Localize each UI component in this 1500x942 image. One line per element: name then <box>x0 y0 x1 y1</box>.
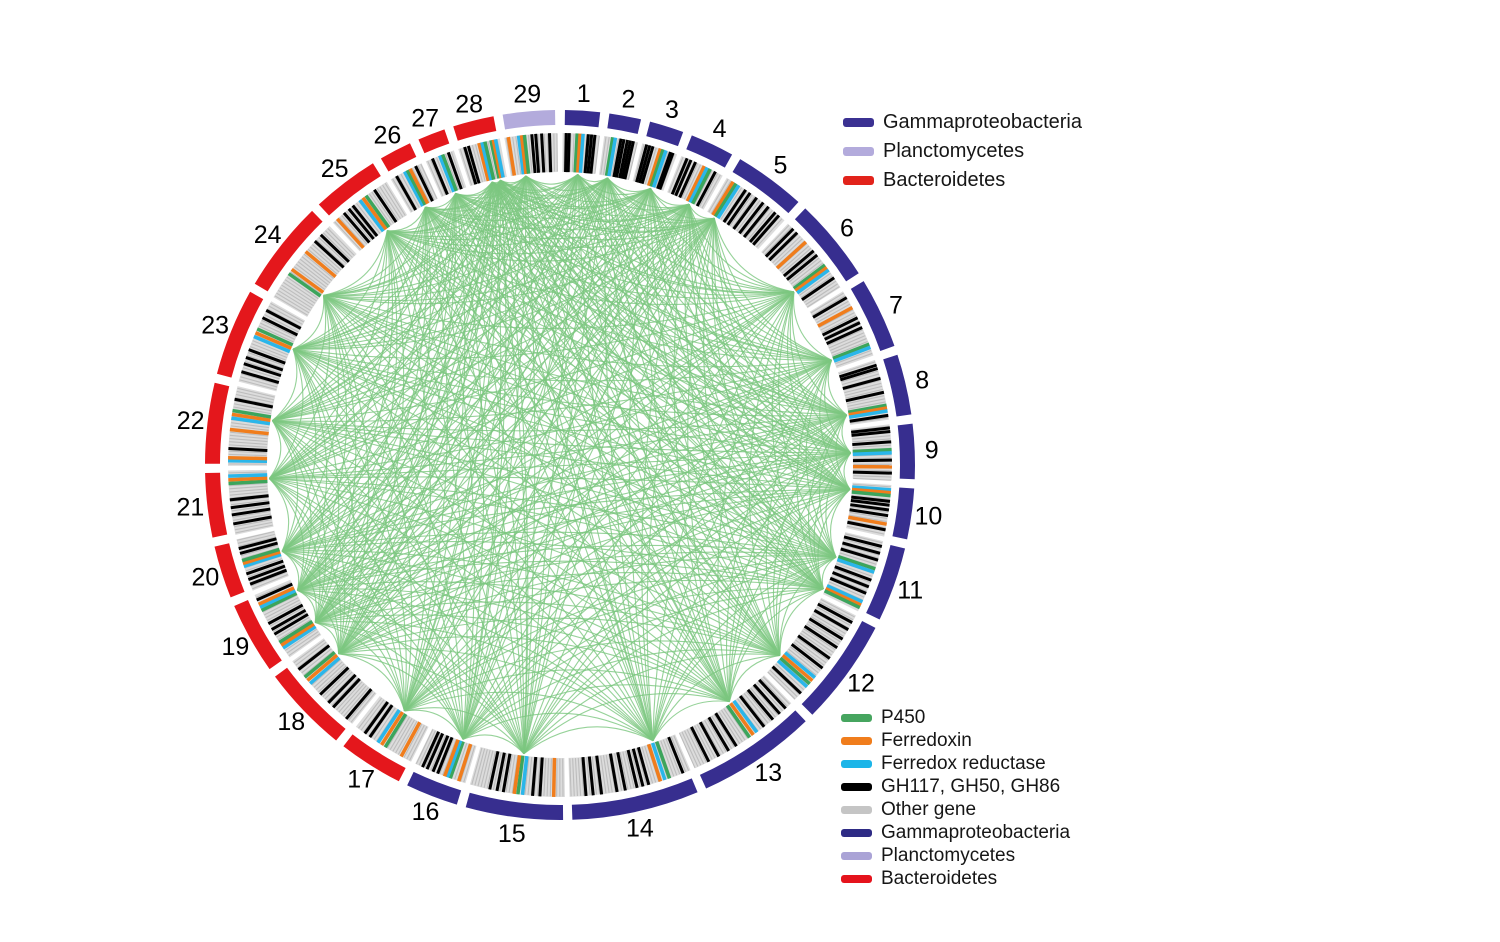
segment-labels-layer: 1 2 34567891011121314151617181920212223242… <box>176 80 942 848</box>
segment-label-7: 7 <box>889 291 903 319</box>
segment-label-18: 18 <box>277 708 305 736</box>
legend-label: Ferredox reductase <box>881 753 1046 774</box>
phylum-arc-segment-1 <box>564 110 601 128</box>
gene-legend-item: GH117, GH50, GH86 <box>841 777 1070 796</box>
legend-label: Other gene <box>881 799 977 820</box>
phylum-arc-segment-29 <box>502 110 556 130</box>
segment-label-1: 1 <box>577 80 591 108</box>
segment-label-15: 15 <box>498 820 526 848</box>
gene-legend-item: Planctomycetes <box>841 846 1070 865</box>
phylum-legend-item: Gammaproteobacteria <box>843 112 1082 133</box>
phylum-arc-segment-21 <box>205 472 228 538</box>
phylum-arc-segment-17 <box>343 734 406 782</box>
phylum-arc-segment-27 <box>418 129 450 154</box>
gene-legend-item: Ferredoxin <box>841 731 1070 750</box>
segment-label-20: 20 <box>191 564 219 592</box>
legend-label: GH117, GH50, GH86 <box>881 776 1061 797</box>
segment-label-17: 17 <box>347 765 375 793</box>
segment-label-9: 9 <box>925 437 939 465</box>
phylum-arc-segment-7 <box>850 281 895 351</box>
phylum-arc-segment-15 <box>465 792 564 821</box>
phylum-arc-segment-25 <box>318 163 381 216</box>
segment-label-8: 8 <box>915 366 929 394</box>
phylum-arc-segment-22 <box>205 382 230 464</box>
segment-label-5: 5 <box>774 151 788 179</box>
legend-label: Bacteroidetes <box>883 169 1006 191</box>
phylum-arc-segment-18 <box>275 667 346 741</box>
legend-swatch <box>843 147 874 156</box>
phylum-arc-segment-23 <box>216 291 264 378</box>
phylum-arc-segment-11 <box>866 544 906 620</box>
phylum-arc-segment-9 <box>897 423 915 480</box>
segment-label-26: 26 <box>373 122 401 150</box>
phylum-arc-segment-20 <box>214 543 245 598</box>
legend-swatch <box>841 782 872 791</box>
legend-label: Gammaproteobacteria <box>881 822 1071 843</box>
segment-label-16: 16 <box>412 798 440 826</box>
phylum-arc-segment-4 <box>686 135 733 168</box>
phylum-arc-segment-5 <box>732 159 799 214</box>
phylum-arc-segment-28 <box>453 116 497 141</box>
segment-label-28: 28 <box>455 90 483 118</box>
segment-label-4: 4 <box>713 115 727 143</box>
gene-marks-layer <box>228 133 892 797</box>
segment-label-3: 3 <box>665 96 679 124</box>
legend-swatch <box>841 713 872 722</box>
phylum-legend: Gammaproteobacteria Planctomycetes Bactero… <box>843 112 1082 191</box>
phylum-arc-segment-8 <box>883 354 912 417</box>
phylum-arc-segment-12 <box>801 620 876 715</box>
segment-label-29: 29 <box>513 80 541 108</box>
phylum-arc-segment-19 <box>234 600 282 670</box>
legend-label: Gammaproteobacteria <box>883 111 1082 133</box>
phylum-arc-segment-26 <box>380 143 417 172</box>
phylum-arc-segment-16 <box>407 771 462 805</box>
legend-swatch <box>843 176 874 185</box>
segment-label-10: 10 <box>914 503 942 531</box>
gene-legend-item: P450 <box>841 708 1070 727</box>
phylum-ring-layer <box>205 110 915 821</box>
phylum-legend-item: Bacteroidetes <box>843 170 1082 191</box>
gene-legend-item: Gammaproteobacteria <box>841 823 1070 842</box>
legend-label: Planctomycetes <box>881 845 1016 866</box>
segment-label-24: 24 <box>254 221 282 249</box>
segment-label-11: 11 <box>897 576 923 604</box>
segment-label-13: 13 <box>754 759 782 787</box>
phylum-arc-segment-6 <box>794 208 859 282</box>
phylum-arc-segment-24 <box>254 210 323 292</box>
segment-label-25: 25 <box>321 155 349 183</box>
legend-label: P450 <box>881 707 926 728</box>
legend-swatch <box>841 874 872 883</box>
phylum-arc-segment-3 <box>646 121 684 147</box>
phylum-arc-segment-2 <box>607 113 642 134</box>
legend-swatch <box>841 805 872 814</box>
segment-label-21: 21 <box>176 493 204 521</box>
segment-label-23: 23 <box>201 311 229 339</box>
gene-legend-item: Other gene <box>841 800 1070 819</box>
p450-chords-layer <box>268 174 852 755</box>
phylum-arc-segment-13 <box>699 710 806 789</box>
legend-swatch <box>841 759 872 768</box>
segment-label-14: 14 <box>626 814 654 842</box>
gene-legend-item: Ferredox reductase <box>841 754 1070 773</box>
segment-label-22: 22 <box>177 407 205 435</box>
segment-label-12: 12 <box>847 670 875 698</box>
phylum-arc-segment-14 <box>571 778 698 820</box>
segment-label-6: 6 <box>840 214 854 242</box>
segment-label-19: 19 <box>221 633 249 661</box>
legend-swatch <box>841 736 872 745</box>
legend-swatch <box>841 828 872 837</box>
segment-label-2: 2 <box>621 85 635 113</box>
gene-legend-item: Bacteroidetes <box>841 869 1070 888</box>
phylum-legend-item: Planctomycetes <box>843 141 1082 162</box>
gene-legend: P450 Ferredoxin Ferredox reductase GH117, G… <box>841 708 1070 888</box>
legend-label: Ferredoxin <box>881 730 972 751</box>
phylum-arc-segment-10 <box>892 487 915 540</box>
legend-swatch <box>843 118 874 127</box>
legend-label: Planctomycetes <box>883 140 1025 162</box>
legend-swatch <box>841 851 872 860</box>
segment-label-27: 27 <box>411 104 439 132</box>
legend-label: Bacteroidetes <box>881 868 998 889</box>
